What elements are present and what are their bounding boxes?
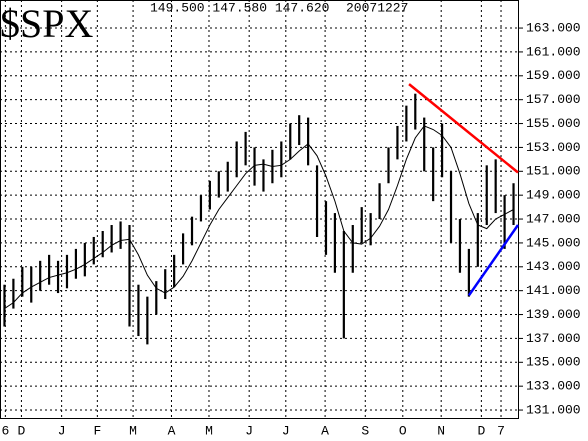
x-tick-label: A [321, 423, 329, 438]
y-tick-label: 135.000 [526, 355, 581, 370]
y-tick-label: 139.000 [526, 307, 581, 322]
x-tick-label: O [399, 423, 407, 438]
y-tick-label: 149.000 [526, 188, 581, 203]
x-tick-label: F [93, 423, 101, 438]
y-tick-label: 161.000 [526, 44, 581, 59]
x-tick-label: N [437, 423, 445, 438]
x-tick-label: J [58, 423, 66, 438]
y-tick-label: 143.000 [526, 259, 581, 274]
y-tick-label: 157.000 [526, 92, 581, 107]
y-tick-label: 163.000 [526, 20, 581, 35]
y-tick-label: 151.000 [526, 164, 581, 179]
x-tick-label: 6 [1, 423, 9, 438]
plot-frame [0, 0, 519, 419]
trend-line [467, 224, 520, 297]
y-tick-label: 131.000 [526, 402, 581, 417]
x-tick-label: M [129, 423, 137, 438]
y-tick-label: 147.000 [526, 211, 581, 226]
x-tick-label: M [205, 423, 213, 438]
y-tick-label: 137.000 [526, 331, 581, 346]
x-tick-label: S [361, 423, 369, 438]
x-tick-label: D [18, 423, 26, 438]
y-tick-label: 153.000 [526, 140, 581, 155]
y-tick-label: 159.000 [526, 68, 581, 83]
x-tick-label: 7 [497, 423, 505, 438]
x-tick-label: J [245, 423, 253, 438]
trend-line [408, 83, 519, 174]
y-tick-label: 145.000 [526, 235, 581, 250]
y-tick-label: 133.000 [526, 379, 581, 394]
quote: 149.500 147.580 147.620 [150, 0, 329, 15]
moving-average [4, 125, 514, 309]
y-tick-label: 155.000 [526, 116, 581, 131]
x-tick-label: D [477, 423, 485, 438]
chart-title: $SPX [0, 1, 93, 46]
x-tick-label: A [168, 423, 176, 438]
date: 20071227 [346, 0, 408, 15]
y-tick-label: 141.000 [526, 283, 581, 298]
x-tick-label: J [282, 423, 290, 438]
